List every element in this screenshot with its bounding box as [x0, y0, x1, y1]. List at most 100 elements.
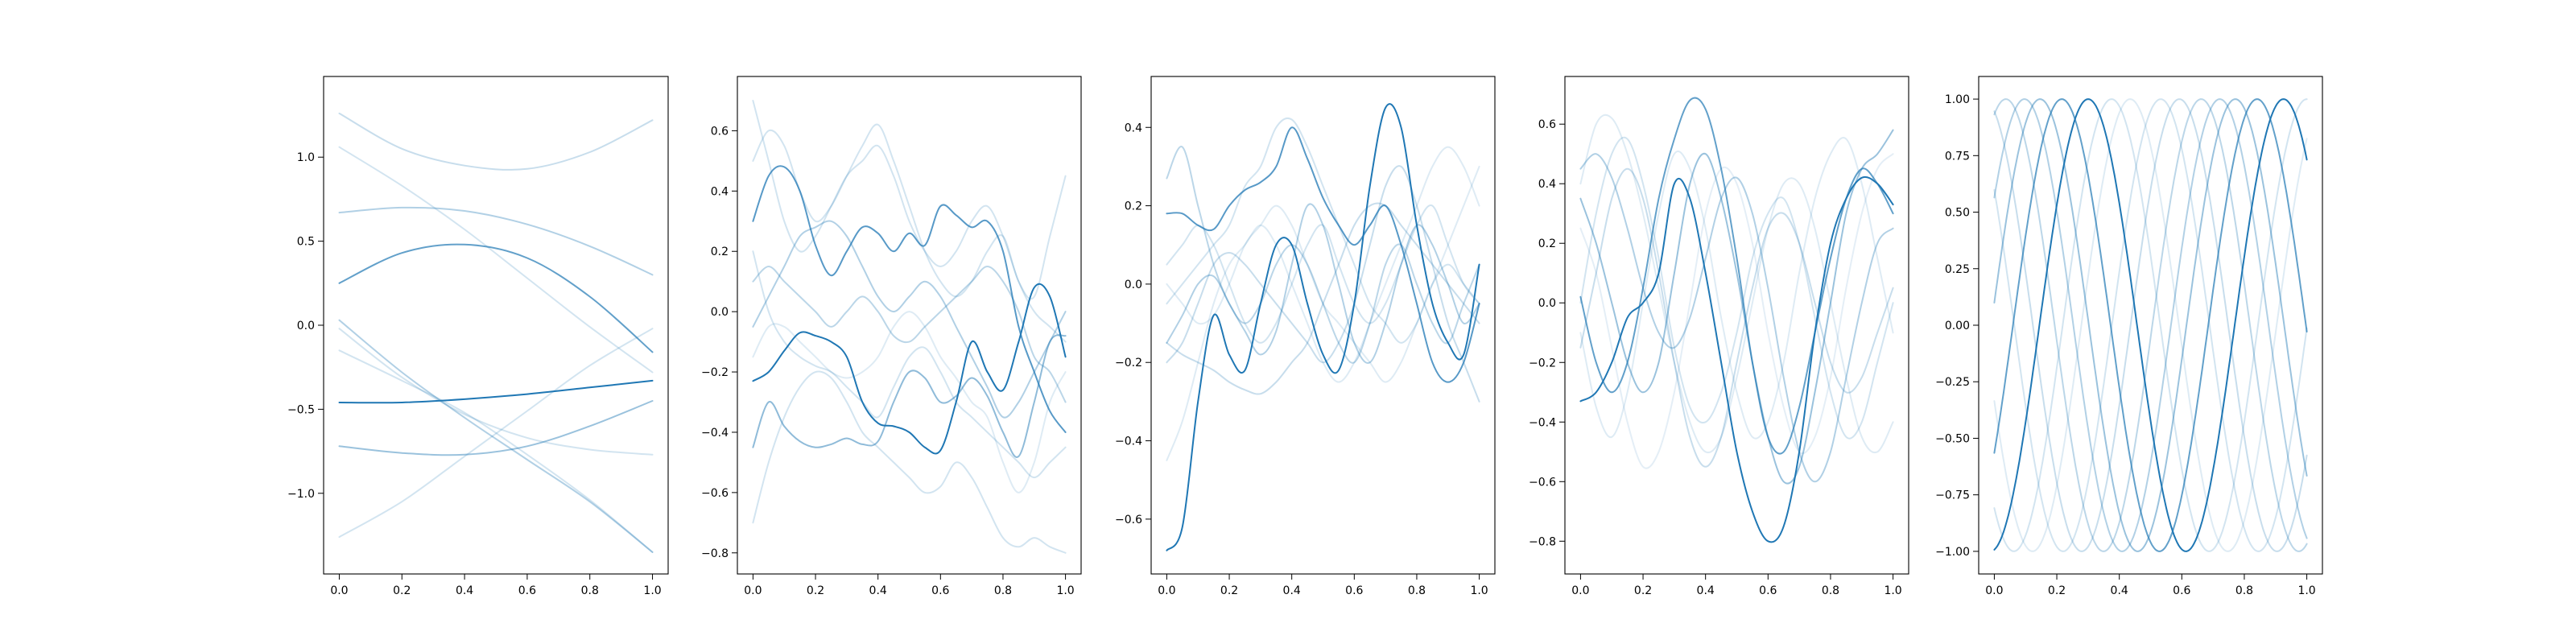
series-line-10	[752, 311, 1067, 493]
series-line-9	[1993, 98, 2308, 552]
y-tick-label: −0.8	[701, 547, 729, 560]
x-tick-label: 0.4	[869, 584, 887, 597]
series-line-4	[752, 334, 1067, 458]
x-tick-label: 0.2	[1634, 584, 1652, 597]
x-tick-label: 0.8	[2235, 584, 2253, 597]
y-tick-label: 1.00	[1945, 93, 1970, 106]
x-tick-label: 0.6	[1759, 584, 1777, 597]
series-line-8	[1166, 146, 1480, 461]
y-tick-label: −0.4	[1529, 416, 1556, 429]
y-tick-label: −1.00	[1935, 546, 1970, 559]
subplot-5: 0.0 0.2 0.4 0.6 0.8 1.0 −1.00 −0.75 −0.50 −0.25 0.…	[1935, 76, 2323, 597]
y-tick-label: −1.0	[287, 488, 315, 501]
y-tick-label: −0.75	[1935, 489, 1970, 502]
series-line-4	[1166, 146, 1480, 364]
x-tick-label: 1.0	[1884, 584, 1901, 597]
y-tick-label: 0.2	[1125, 200, 1142, 213]
x-tick-label: 0.6	[518, 584, 536, 597]
x-tick-label: 0.2	[807, 584, 824, 597]
x-tick-label: 0.0	[1571, 584, 1589, 597]
x-tick-label: 0.4	[456, 584, 473, 597]
axes-frame	[323, 76, 669, 575]
x-tick-label: 0.4	[2111, 584, 2128, 597]
series-line-2	[752, 165, 1067, 433]
y-tick-label: 0.50	[1945, 207, 1970, 220]
series-line-2	[1166, 126, 1480, 383]
y-tick-label: −0.50	[1935, 432, 1970, 445]
subplot-1: 0.0 0.2 0.4 0.6 0.8 1.0 −1.0 −0.5 0.0 0.5 1.0	[287, 76, 669, 597]
series-line-1	[752, 283, 1067, 455]
series-line-7	[338, 349, 654, 553]
y-tick-label: −0.6	[1529, 476, 1556, 489]
series-line-6	[338, 328, 654, 456]
series-line-5	[1993, 98, 2308, 552]
y-tick-label: 0.0	[1538, 297, 1556, 310]
series-line-9	[1579, 153, 1894, 469]
series-line-3	[752, 250, 1067, 479]
x-tick-label: 1.0	[643, 584, 661, 597]
series-line-3	[1579, 129, 1894, 485]
x-tick-label: 0.6	[2173, 584, 2190, 597]
x-tick-label: 0.2	[393, 584, 411, 597]
series-line-10	[1166, 165, 1480, 383]
y-tick-label: 1.0	[297, 151, 315, 164]
y-tick-label: 0.6	[1538, 118, 1556, 131]
y-tick-label: 0.0	[297, 320, 315, 332]
y-tick-label: 0.5	[297, 236, 315, 249]
y-tick-label: 0.0	[711, 306, 729, 319]
y-tick-label: 0.6	[711, 125, 729, 138]
y-tick-label: −0.6	[1115, 514, 1142, 526]
series-line-8	[1993, 98, 2308, 552]
series-line-9	[1166, 204, 1480, 344]
series-line-2	[1579, 97, 1894, 455]
series-line-3	[338, 206, 654, 276]
subplot-4: 0.0 0.2 0.4 0.6 0.8 1.0 −0.8 −0.6 −0.4 −0.2 0.0 0.2…	[1529, 76, 1909, 597]
series-line-4	[338, 243, 654, 353]
series-line-7	[1993, 98, 2308, 552]
series-line-1	[1166, 103, 1480, 551]
series-line-7	[752, 123, 1067, 300]
x-tick-label: 0.2	[2048, 584, 2066, 597]
y-tick-label: 0.4	[1125, 122, 1142, 134]
series-line-4	[1993, 98, 2308, 552]
y-tick-label: −0.6	[701, 487, 729, 500]
x-tick-label: 0.0	[1158, 584, 1175, 597]
y-tick-label: −0.25	[1935, 376, 1970, 389]
series-line-10	[338, 328, 654, 539]
series-line-9	[752, 266, 1067, 403]
series-line-2	[1993, 98, 2308, 552]
y-tick-label: 0.4	[711, 185, 729, 198]
x-tick-label: 0.4	[1283, 584, 1301, 597]
y-tick-label: 0.00	[1945, 320, 1970, 332]
y-tick-label: −0.2	[1115, 357, 1142, 369]
y-tick-label: −0.2	[701, 366, 729, 379]
y-tick-label: 0.2	[711, 246, 729, 258]
x-tick-label: 0.6	[931, 584, 949, 597]
axes-frame	[737, 76, 1082, 575]
y-tick-label: 0.25	[1945, 263, 1970, 276]
x-tick-label: 0.8	[1408, 584, 1426, 597]
y-tick-label: −0.5	[287, 403, 315, 416]
series-line-4	[1579, 153, 1894, 483]
series-line-5	[338, 319, 654, 553]
x-tick-label: 0.0	[1985, 584, 2003, 597]
series-line-2	[338, 146, 654, 374]
series-line-5	[1579, 167, 1894, 468]
y-tick-label: −0.4	[701, 427, 729, 440]
series-line-9	[338, 400, 654, 456]
series-line-5	[752, 220, 1067, 419]
series-line-5	[1166, 202, 1480, 395]
series-line-3	[1166, 203, 1480, 364]
series-line-6	[1993, 98, 2308, 552]
axes-frame	[1564, 76, 1909, 575]
series-line-7	[1579, 114, 1894, 454]
axes-frame	[1150, 76, 1496, 575]
series-line-7	[1166, 165, 1480, 402]
y-tick-label: 0.0	[1125, 279, 1142, 291]
series-line-6	[1166, 117, 1480, 344]
subplot-2: 0.0 0.2 0.4 0.6 0.8 1.0 −0.8 −0.6 −0.4 −0.2 0.0 0.2…	[701, 76, 1082, 597]
x-tick-label: 1.0	[1470, 584, 1488, 597]
x-tick-label: 0.0	[330, 584, 348, 597]
series-line-6	[752, 100, 1067, 343]
